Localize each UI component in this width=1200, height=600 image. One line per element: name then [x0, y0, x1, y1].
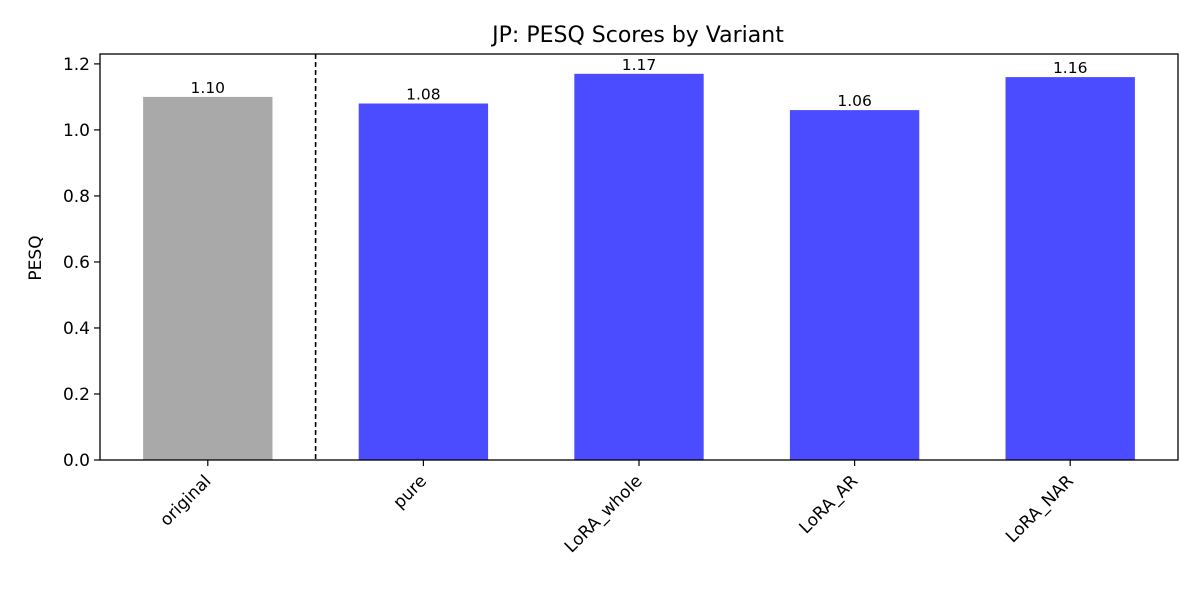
- x-tick-label-LoRA_NAR: LoRA_NAR: [1002, 471, 1078, 547]
- bar-value-label-LoRA_whole: 1.17: [622, 56, 657, 74]
- plot-area: 1.10 1.08 1.17 1.06 1.16 0.0 0.2 0.4 0.6 0.8 1.0 1.…: [63, 53, 1179, 557]
- y-tick-label: 0.2: [63, 385, 90, 405]
- bar-LoRA_whole: [574, 73, 704, 461]
- chart-title: JP: PESQ Scores by Variant: [490, 23, 784, 48]
- y-tick-label: 0.0: [63, 451, 90, 471]
- y-tick-label: 1.0: [63, 121, 90, 141]
- bar-pure: [358, 103, 489, 460]
- bar-value-label-pure: 1.08: [406, 86, 441, 104]
- bar-LoRA_AR: [789, 110, 920, 460]
- y-tick-label: 0.6: [63, 253, 90, 273]
- bar-original: [143, 96, 273, 460]
- y-tick-label: 0.4: [63, 319, 90, 339]
- bar-value-label-LoRA_NAR: 1.16: [1053, 59, 1088, 77]
- x-tick-label-pure: pure: [389, 471, 430, 512]
- y-tick-label: 1.2: [63, 55, 90, 75]
- y-axis-label: PESQ: [26, 235, 46, 280]
- bar-LoRA_NAR: [1005, 77, 1135, 461]
- x-tick-label-LoRA_AR: LoRA_AR: [795, 471, 862, 538]
- bar-value-label-original: 1.10: [191, 79, 226, 97]
- y-tick-label: 0.8: [63, 187, 90, 207]
- x-tick-label-original: original: [156, 471, 215, 530]
- x-tick-label-LoRA_whole: LoRA_whole: [561, 471, 647, 557]
- bar-value-label-LoRA_AR: 1.06: [837, 92, 872, 110]
